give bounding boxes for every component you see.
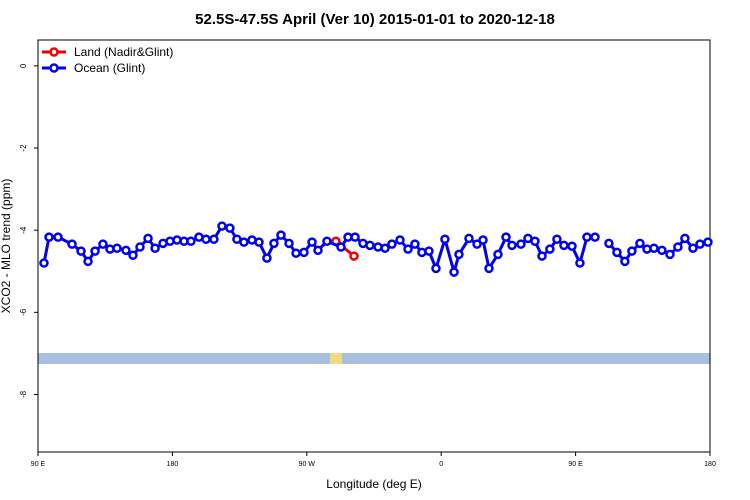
data-point xyxy=(537,251,547,261)
data-point xyxy=(284,238,294,249)
data-point xyxy=(612,247,622,258)
data-point xyxy=(67,239,77,249)
data-point xyxy=(454,249,464,260)
data-point xyxy=(559,240,569,251)
legend-marker xyxy=(49,47,59,57)
data-point xyxy=(635,238,645,249)
data-point xyxy=(276,230,286,240)
y-tick-label: -6 xyxy=(19,308,28,316)
data-point xyxy=(552,234,562,244)
data-point xyxy=(313,245,323,256)
data-point xyxy=(128,250,138,260)
data-point xyxy=(98,239,108,249)
data-point xyxy=(516,239,526,249)
data-point xyxy=(201,234,211,244)
x-tick-label: 0 xyxy=(439,461,443,468)
data-point xyxy=(472,239,482,249)
data-point xyxy=(307,237,317,247)
data-point xyxy=(493,249,503,260)
data-point xyxy=(350,232,360,242)
data-point xyxy=(336,242,346,252)
legend-marker xyxy=(49,63,59,73)
data-point xyxy=(150,243,160,254)
data-point xyxy=(291,248,301,258)
data-point xyxy=(627,246,637,256)
data-point xyxy=(186,236,196,247)
data-point xyxy=(620,256,630,267)
y-tick-label: 0 xyxy=(19,63,28,68)
data-point xyxy=(83,256,93,267)
x-axis-label: Longitude (deg E) xyxy=(326,477,421,491)
data-point xyxy=(349,251,359,261)
data-point xyxy=(575,258,585,268)
data-point xyxy=(254,237,264,247)
data-point xyxy=(269,238,279,249)
data-point xyxy=(262,253,272,263)
y-tick-label: -2 xyxy=(19,144,28,152)
map-strip xyxy=(38,353,710,364)
data-point xyxy=(299,247,309,258)
data-point xyxy=(484,263,494,274)
data-point xyxy=(44,232,54,242)
x-tick-label: 90 E xyxy=(31,461,46,468)
data-point xyxy=(582,232,592,242)
data-point xyxy=(424,246,434,256)
data-point xyxy=(217,221,227,231)
y-axis-label: XCO2 - MLO trend (ppm) xyxy=(0,179,13,314)
x-tick-label: 180 xyxy=(704,461,716,468)
data-point xyxy=(680,233,690,244)
data-point xyxy=(90,246,100,256)
data-point xyxy=(239,237,249,247)
data-point xyxy=(431,263,441,274)
data-point xyxy=(135,242,145,252)
data-point xyxy=(673,242,683,252)
data-point xyxy=(545,244,555,254)
data-point xyxy=(209,234,219,244)
data-point xyxy=(530,236,540,247)
data-point xyxy=(322,236,332,247)
data-point xyxy=(121,245,131,256)
data-point xyxy=(464,233,474,244)
data-point xyxy=(440,234,450,244)
data-point xyxy=(403,244,413,254)
data-point xyxy=(604,238,614,249)
data-point xyxy=(501,232,511,242)
data-point xyxy=(365,240,375,251)
data-point xyxy=(665,249,675,260)
data-point xyxy=(39,258,49,268)
data-point xyxy=(649,243,659,254)
data-point xyxy=(380,243,390,254)
data-point xyxy=(688,243,698,254)
land-patch xyxy=(330,353,342,364)
data-point xyxy=(507,240,517,251)
x-tick-label: 90 W xyxy=(299,461,316,468)
data-point xyxy=(53,232,63,242)
data-point xyxy=(657,245,667,256)
data-point xyxy=(695,239,705,249)
data-point xyxy=(112,243,122,254)
data-point xyxy=(395,235,405,245)
data-point xyxy=(225,223,235,233)
data-point xyxy=(478,235,488,245)
data-point xyxy=(143,233,153,244)
data-point xyxy=(567,241,577,251)
data-point xyxy=(703,237,713,247)
legend: Land (Nadir&Glint) Ocean (Glint) xyxy=(42,45,173,75)
data-point xyxy=(590,232,600,242)
y-tick-label: -8 xyxy=(19,390,28,398)
legend-label: Land (Nadir&Glint) xyxy=(74,45,173,59)
x-tick-label: 180 xyxy=(167,461,179,468)
data-point xyxy=(76,246,86,256)
legend-label: Ocean (Glint) xyxy=(74,61,145,75)
data-point xyxy=(387,239,397,249)
y-tick-label: -4 xyxy=(19,226,28,234)
data-point xyxy=(410,239,420,249)
chart-title: 52.5S-47.5S April (Ver 10) 2015-01-01 to… xyxy=(195,11,555,28)
data-point xyxy=(449,267,459,277)
x-tick-label: 90 E xyxy=(568,461,583,468)
